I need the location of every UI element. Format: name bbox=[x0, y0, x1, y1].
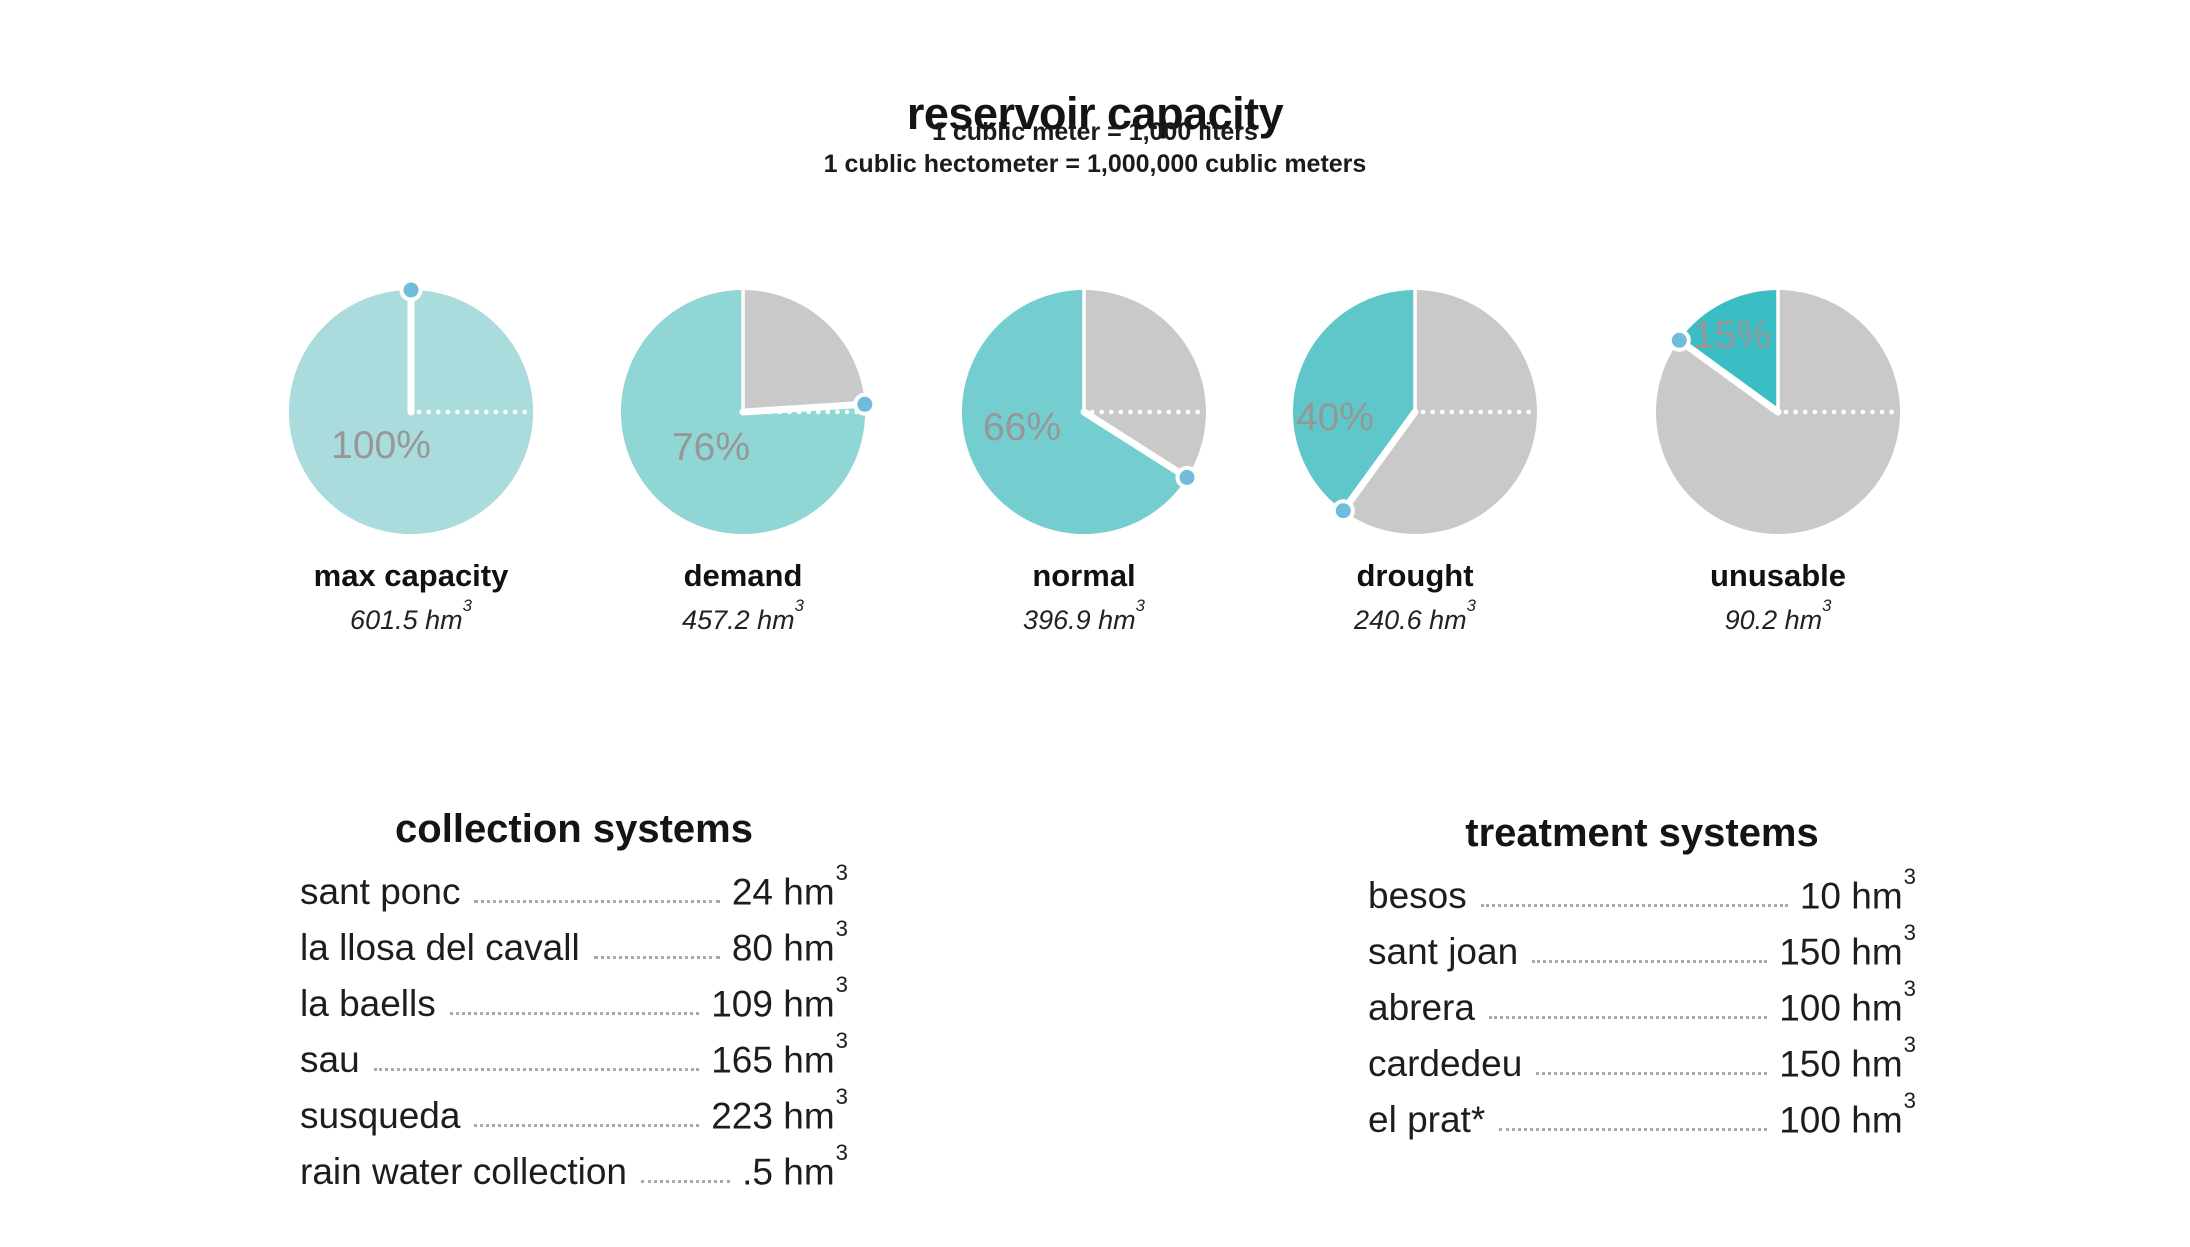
system-value: 80 hm3 bbox=[731, 915, 848, 969]
dotted-leader bbox=[373, 1067, 700, 1071]
dotted-leader bbox=[1536, 1071, 1768, 1075]
dotted-leader bbox=[640, 1179, 731, 1183]
collection-systems-section: collection systems sant ponc 24 hm3 la llo… bbox=[300, 806, 848, 1196]
filled-slice bbox=[1293, 290, 1415, 511]
system-value: 10 hm3 bbox=[1799, 863, 1916, 917]
treatment-systems-section: treatment systems besos 10 hm3 sant joan 15… bbox=[1368, 810, 1916, 1144]
level-line bbox=[1339, 408, 1419, 515]
system-name: sau bbox=[300, 1039, 360, 1081]
dotted-leader bbox=[1480, 903, 1788, 907]
pie-value: 457.2 hm3 bbox=[682, 596, 804, 635]
pie-unusable: 15% bbox=[1638, 272, 1918, 552]
level-dot-icon bbox=[853, 392, 877, 416]
percent-label: 40% bbox=[1295, 396, 1375, 439]
dotted-leader bbox=[474, 1123, 700, 1127]
system-name: besos bbox=[1368, 875, 1467, 917]
treatment-systems-title: treatment systems bbox=[1465, 811, 1819, 855]
treatment-systems-list: besos 10 hm3 sant joan 150 hm3 abrera 100 hm3… bbox=[1368, 864, 1916, 1144]
level-dot-icon bbox=[1175, 465, 1199, 489]
list-item: la llosa del cavall 80 hm3 bbox=[300, 916, 848, 972]
pie-name: drought bbox=[1356, 558, 1474, 593]
level-dot-icon bbox=[1331, 499, 1355, 523]
pie-caption-demand: demand 457.2 hm3 bbox=[583, 558, 903, 636]
pie-value: 90.2 hm3 bbox=[1724, 596, 1832, 635]
system-name: sant ponc bbox=[300, 871, 461, 913]
system-value: 150 hm3 bbox=[1779, 1031, 1916, 1085]
list-item: cardedeu 150 hm3 bbox=[1368, 1032, 1916, 1088]
pie-value: 396.9 hm3 bbox=[1023, 596, 1145, 635]
list-item: rain water collection .5 hm3 bbox=[300, 1140, 848, 1196]
pie-caption-max-capacity: max capacity 601.5 hm3 bbox=[251, 558, 571, 636]
pie-name: unusable bbox=[1709, 558, 1847, 593]
collection-systems-title: collection systems bbox=[395, 807, 753, 851]
list-item: la baells 109 hm3 bbox=[300, 972, 848, 1028]
dotted-leader bbox=[449, 1011, 700, 1015]
system-name: cardedeu bbox=[1368, 1043, 1523, 1085]
list-item: el prat* 100 hm3 bbox=[1368, 1088, 1916, 1144]
level-line bbox=[1080, 408, 1191, 481]
pie-drought: 40% bbox=[1275, 272, 1555, 552]
system-name: el prat* bbox=[1368, 1099, 1486, 1141]
pie-svg bbox=[621, 290, 877, 534]
subtitle-line-1: 1 cublic meter = 1,000 liters bbox=[932, 118, 1258, 146]
pie-max-capacity: 100% bbox=[271, 272, 551, 552]
list-item: besos 10 hm3 bbox=[1368, 864, 1916, 920]
list-item: susqueda 223 hm3 bbox=[300, 1084, 848, 1140]
pie-svg bbox=[962, 290, 1207, 534]
system-value: 165 hm3 bbox=[711, 1027, 848, 1081]
pie-demand: 76% bbox=[603, 272, 883, 552]
list-item: abrera 100 hm3 bbox=[1368, 976, 1916, 1032]
subtitle-line-2: 1 cublic hectometer = 1,000,000 cublic m… bbox=[823, 150, 1367, 178]
list-item: sant joan 150 hm3 bbox=[1368, 920, 1916, 976]
pie-name: max capacity bbox=[313, 558, 509, 593]
pie-normal: 66% bbox=[944, 272, 1224, 552]
dotted-leader bbox=[1532, 959, 1768, 963]
system-name: rain water collection bbox=[300, 1150, 627, 1192]
list-item: sau 165 hm3 bbox=[300, 1028, 848, 1084]
system-value: 223 hm3 bbox=[711, 1083, 848, 1137]
system-value: 24 hm3 bbox=[731, 859, 848, 913]
system-value: 109 hm3 bbox=[711, 971, 848, 1025]
system-value: 150 hm3 bbox=[1779, 919, 1916, 973]
dotted-leader bbox=[1499, 1127, 1768, 1131]
pie-svg bbox=[1656, 290, 1901, 534]
pie-caption-normal: normal 396.9 hm3 bbox=[924, 558, 1244, 636]
pie-svg bbox=[289, 278, 534, 534]
dotted-leader bbox=[1488, 1015, 1768, 1019]
dotted-leader bbox=[593, 955, 720, 959]
level-dot-icon bbox=[399, 278, 423, 302]
pie-svg bbox=[1293, 290, 1538, 534]
dotted-leader bbox=[474, 899, 720, 903]
page-title: reservoir capacity bbox=[906, 88, 1284, 140]
system-value: 100 hm3 bbox=[1779, 975, 1916, 1029]
collection-systems-list: sant ponc 24 hm3 la llosa del cavall 80 hm3… bbox=[300, 860, 848, 1196]
system-value: 100 hm3 bbox=[1779, 1087, 1916, 1141]
system-name: la baells bbox=[300, 983, 436, 1025]
pie-caption-drought: drought 240.6 hm3 bbox=[1255, 558, 1575, 636]
list-item: sant ponc 24 hm3 bbox=[300, 860, 848, 916]
percent-label: 15% bbox=[1692, 314, 1772, 357]
pie-value: 601.5 hm3 bbox=[350, 596, 472, 635]
level-line bbox=[739, 400, 869, 416]
filled-slice bbox=[962, 290, 1187, 534]
level-dot-icon bbox=[1667, 328, 1691, 352]
system-name: susqueda bbox=[300, 1095, 461, 1137]
system-name: abrera bbox=[1368, 987, 1475, 1029]
system-value: .5 hm3 bbox=[742, 1139, 848, 1192]
pie-caption-unusable: unusable 90.2 hm3 bbox=[1618, 558, 1938, 636]
pie-value: 240.6 hm3 bbox=[1354, 596, 1476, 635]
percent-label: 66% bbox=[982, 406, 1062, 449]
system-name: sant joan bbox=[1368, 931, 1519, 973]
filled-slice bbox=[1679, 290, 1778, 412]
system-name: la llosa del cavall bbox=[300, 927, 580, 969]
pie-name: demand bbox=[683, 558, 803, 593]
percent-label: 100% bbox=[331, 424, 431, 467]
percent-label: 76% bbox=[671, 426, 751, 469]
level-line bbox=[1675, 336, 1782, 416]
pie-name: normal bbox=[1032, 558, 1136, 593]
